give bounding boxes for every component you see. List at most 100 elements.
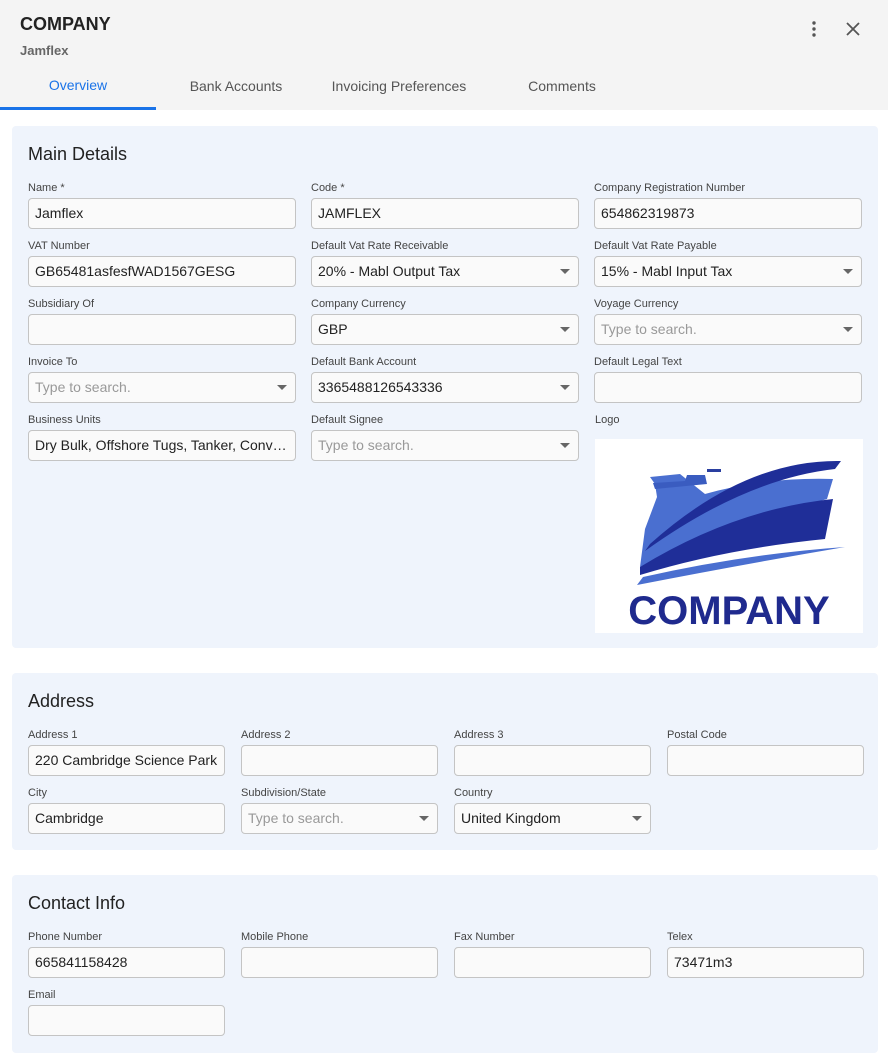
postal-code-input[interactable] — [667, 745, 864, 776]
company-logo-image: COMPANY — [595, 439, 863, 633]
subdivision-state-select[interactable]: Type to search. — [241, 803, 438, 834]
default-legal-text-field: Default Legal Text — [594, 356, 862, 403]
dropdown-arrow-icon[interactable] — [632, 816, 642, 821]
default-bank-account-select[interactable]: 3365488126543336 — [311, 372, 579, 403]
field-label: Country — [454, 787, 493, 799]
telex-field: Telex 73471m3 — [667, 931, 864, 978]
dropdown-arrow-icon[interactable] — [277, 385, 287, 390]
telex-input[interactable]: 73471m3 — [667, 947, 864, 978]
email-field: Email — [28, 989, 225, 1036]
subdivision-state-field: Subdivision/State Type to search. — [241, 787, 438, 834]
field-value: Dry Bulk, Offshore Tugs, Tanker, Convent… — [35, 437, 296, 453]
field-label: Email — [28, 989, 56, 1001]
placeholder-text: Type to search. — [601, 321, 697, 337]
fax-number-field: Fax Number — [454, 931, 651, 978]
tab-comments[interactable]: Comments — [528, 78, 596, 94]
field-value: 220 Cambridge Science Park — [35, 752, 218, 768]
logo-field: Logo — [595, 414, 619, 430]
mobile-phone-input[interactable] — [241, 947, 438, 978]
field-value: United Kingdom — [461, 810, 561, 826]
address-3-field: Address 3 — [454, 729, 651, 776]
address-section: Address Address 1 220 Cambridge Science P… — [12, 673, 878, 850]
subsidiary-of-field: Subsidiary Of — [28, 298, 296, 345]
field-label: Phone Number — [28, 931, 102, 943]
placeholder-text: Type to search. — [318, 437, 414, 453]
field-value: 665841158428 — [35, 954, 128, 970]
field-label: Mobile Phone — [241, 931, 309, 943]
field-label: Default Bank Account — [311, 356, 417, 368]
field-label: Logo — [595, 414, 620, 426]
vat-number-field: VAT Number GB65481asfesfWAD1567GESG — [28, 240, 296, 287]
page-subtitle: Jamflex — [20, 43, 69, 58]
field-value: JAMFLEX — [318, 205, 382, 221]
country-field: Country United Kingdom — [454, 787, 651, 834]
field-value: 15% - Mabl Input Tax — [601, 263, 733, 279]
phone-number-field: Phone Number 665841158428 — [28, 931, 225, 978]
dropdown-arrow-icon[interactable] — [560, 269, 570, 274]
code-input[interactable]: JAMFLEX — [311, 198, 579, 229]
dropdown-arrow-icon[interactable] — [560, 443, 570, 448]
default-vat-rate-receivable-select[interactable]: 20% - Mabl Output Tax — [311, 256, 579, 287]
field-value: Cambridge — [35, 810, 104, 826]
business-units-input[interactable]: Dry Bulk, Offshore Tugs, Tanker, Convent… — [28, 430, 296, 461]
section-title: Main Details — [28, 144, 128, 164]
default-vat-rate-payable-select[interactable]: 15% - Mabl Input Tax — [594, 256, 862, 287]
dropdown-arrow-icon[interactable] — [560, 385, 570, 390]
dropdown-arrow-icon[interactable] — [419, 816, 429, 821]
default-legal-text-input[interactable] — [594, 372, 862, 403]
company-registration-number-field: Company Registration Number 654862319873 — [594, 182, 862, 229]
field-label: Invoice To — [28, 356, 78, 368]
logo-text: COMPANY — [628, 589, 830, 633]
field-value: Jamflex — [35, 205, 84, 221]
field-value: 20% - Mabl Output Tax — [318, 263, 461, 279]
phone-number-input[interactable]: 665841158428 — [28, 947, 225, 978]
field-label: Name * — [28, 182, 65, 194]
invoice-to-field: Invoice To Type to search. — [28, 356, 296, 403]
default-signee-field: Default Signee Type to search. — [311, 414, 579, 461]
dropdown-arrow-icon[interactable] — [843, 269, 853, 274]
default-signee-select[interactable]: Type to search. — [311, 430, 579, 461]
field-label: Company Currency — [311, 298, 406, 310]
dropdown-arrow-icon[interactable] — [843, 327, 853, 332]
field-label: Telex — [667, 931, 693, 943]
section-title: Contact Info — [28, 893, 126, 913]
field-label: Default Vat Rate Payable — [594, 240, 717, 252]
field-label: Address 1 — [28, 729, 78, 741]
address-3-input[interactable] — [454, 745, 651, 776]
name-input[interactable]: Jamflex — [28, 198, 296, 229]
country-select[interactable]: United Kingdom — [454, 803, 651, 834]
field-label: Voyage Currency — [594, 298, 679, 310]
field-label: Business Units — [28, 414, 101, 426]
address-1-input[interactable]: 220 Cambridge Science Park — [28, 745, 225, 776]
company-currency-select[interactable]: GBP — [311, 314, 579, 345]
tab-bank-accounts[interactable]: Bank Accounts — [189, 78, 283, 94]
default-vat-rate-payable-field: Default Vat Rate Payable 15% - Mabl Input… — [594, 240, 862, 287]
subsidiary-of-input[interactable] — [28, 314, 296, 345]
field-label: Postal Code — [667, 729, 727, 741]
tab-invoicing-preferences[interactable]: Invoicing Preferences — [331, 78, 467, 94]
field-value: GBP — [318, 321, 348, 337]
postal-code-field: Postal Code — [667, 729, 864, 776]
vat-number-input[interactable]: GB65481asfesfWAD1567GESG — [28, 256, 296, 287]
email-input[interactable] — [28, 1005, 225, 1036]
company-registration-number-input[interactable]: 654862319873 — [594, 198, 862, 229]
fax-number-input[interactable] — [454, 947, 651, 978]
city-input[interactable]: Cambridge — [28, 803, 225, 834]
invoice-to-select[interactable]: Type to search. — [28, 372, 296, 403]
placeholder-text: Type to search. — [248, 810, 344, 826]
field-label: Default Vat Rate Receivable — [311, 240, 449, 252]
tab-bar: Overview Bank Accounts Invoicing Prefere… — [0, 62, 642, 110]
field-label: Code * — [311, 182, 345, 194]
more-vert-icon[interactable] — [803, 18, 825, 40]
address-2-input[interactable] — [241, 745, 438, 776]
voyage-currency-select[interactable]: Type to search. — [594, 314, 862, 345]
address-1-field: Address 1 220 Cambridge Science Park — [28, 729, 225, 776]
tab-overview[interactable]: Overview — [0, 62, 156, 110]
section-title: Address — [28, 691, 95, 711]
dropdown-arrow-icon[interactable] — [560, 327, 570, 332]
city-field: City Cambridge — [28, 787, 225, 834]
close-icon[interactable] — [842, 18, 864, 40]
field-value: 654862319873 — [601, 205, 695, 221]
page-title: COMPANY — [20, 14, 111, 34]
field-label: Default Legal Text — [594, 356, 682, 368]
